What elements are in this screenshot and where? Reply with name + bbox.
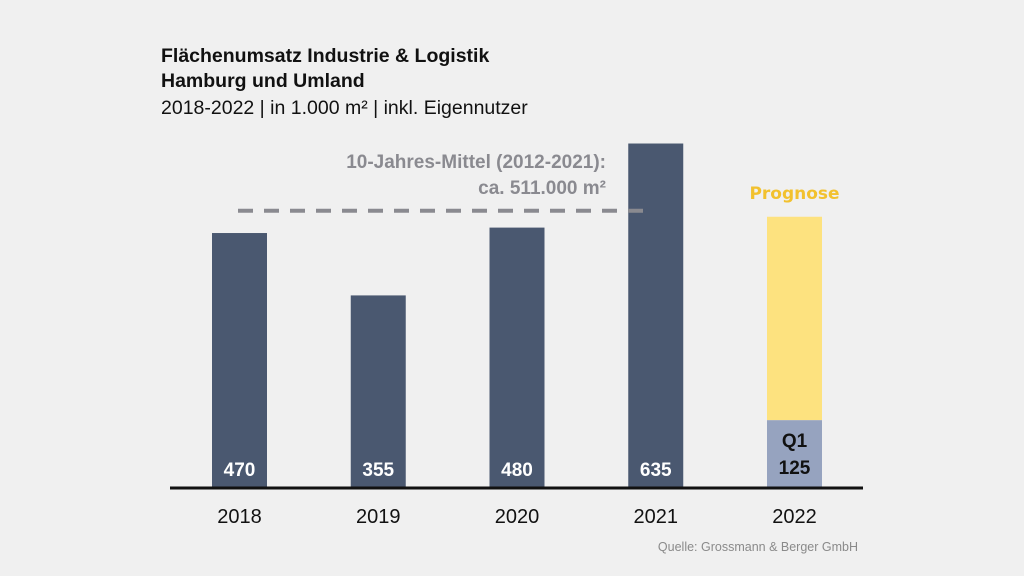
chart-title: Flächenumsatz Industrie & Logistik Hambu… [161, 44, 489, 94]
average-label-line1: 10-Jahres-Mittel (2012-2021): [346, 152, 606, 173]
x-tick-label-2021: 2021 [634, 506, 679, 528]
q1-value-label: 125 [779, 458, 811, 479]
x-tick-label-2022: 2022 [772, 506, 817, 528]
data-label-2018: 470 [224, 460, 256, 481]
chart-title-line1: Flächenumsatz Industrie & Logistik [161, 45, 490, 67]
data-label-2020: 480 [501, 460, 533, 481]
average-label-line2: ca. 511.000 m² [478, 178, 606, 199]
chart-title-line2: Hamburg und Umland [161, 70, 365, 92]
bar-2018 [212, 233, 267, 488]
q1-bar [767, 420, 822, 488]
bar-2021 [628, 143, 684, 488]
chart-subtitle: 2018-2022 | in 1.000 m² | inkl. Eigennut… [161, 97, 528, 119]
bar-2020 [489, 227, 545, 488]
data-label-2021: 635 [640, 460, 672, 481]
forecast-label: Prognose [749, 184, 839, 204]
source-note: Quelle: Grossmann & Berger GmbH [657, 540, 858, 554]
x-tick-label-2020: 2020 [495, 506, 540, 528]
x-tick-label-2018: 2018 [217, 506, 262, 528]
forecast-bar [767, 216, 822, 421]
data-label-2019: 355 [362, 460, 394, 481]
x-tick-label-2019: 2019 [356, 506, 401, 528]
bar-2019 [350, 295, 406, 488]
q1-label: Q1 [782, 431, 808, 452]
